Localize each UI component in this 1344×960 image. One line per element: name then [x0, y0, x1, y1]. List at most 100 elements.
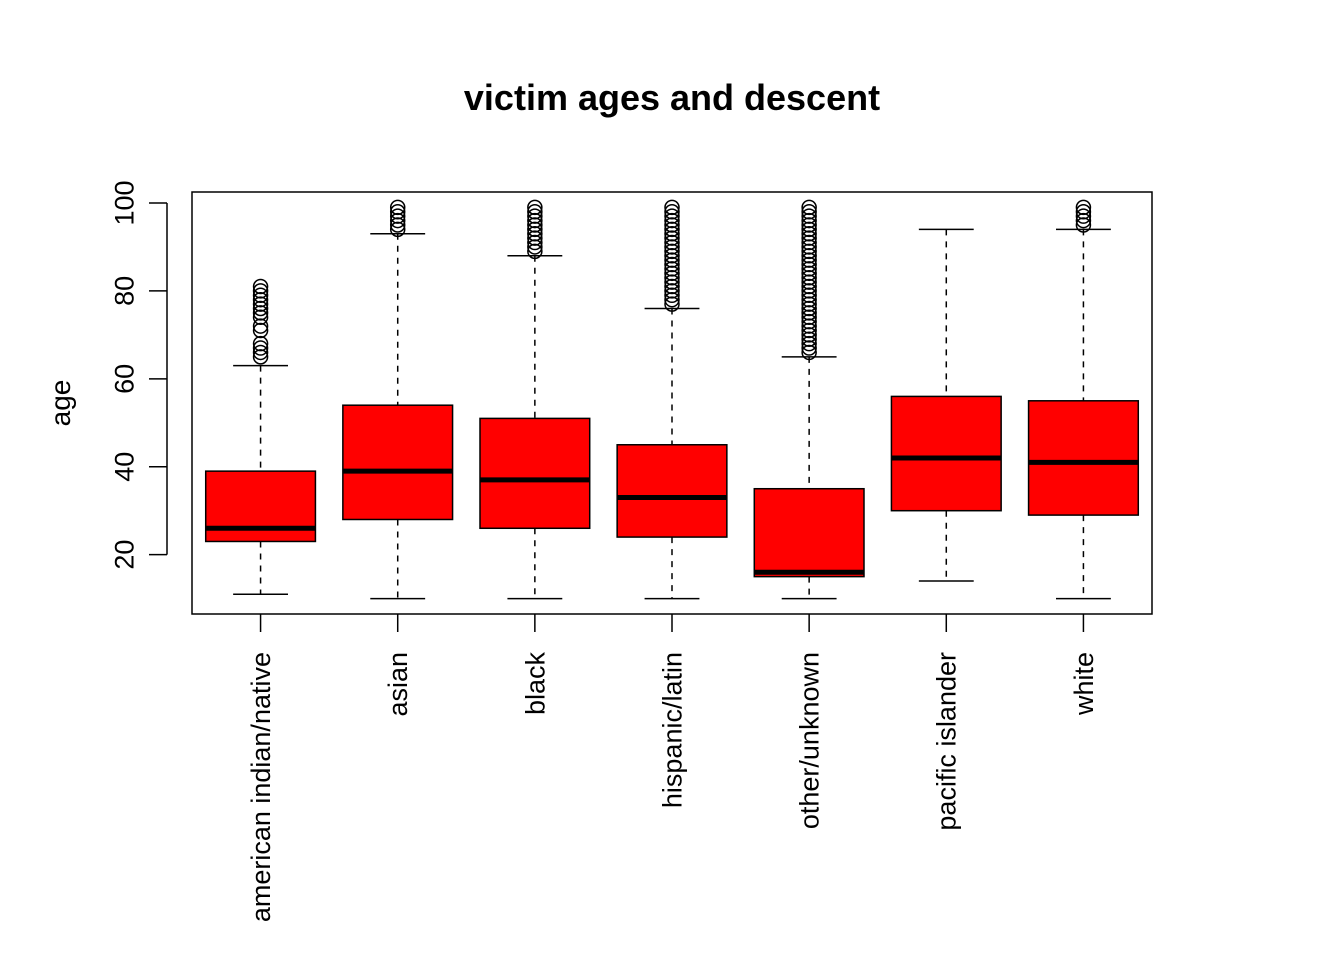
y-tick-label: 100 — [109, 180, 139, 225]
y-tick-label: 60 — [109, 364, 139, 394]
outlier-point — [527, 217, 543, 233]
outlier-point — [664, 221, 680, 238]
outlier-point — [801, 327, 817, 343]
outlier-point — [664, 256, 680, 273]
x-tick-label: white — [1069, 652, 1099, 716]
outlier-point — [801, 226, 817, 242]
x-tick-label: hispanic/latin — [657, 652, 687, 808]
outlier-point — [527, 221, 543, 238]
outlier-point — [801, 344, 817, 361]
outlier-point — [252, 344, 269, 361]
outlier-point — [389, 208, 406, 224]
outlier-point — [664, 269, 680, 286]
box-group — [479, 199, 591, 600]
outlier-point — [1075, 199, 1092, 216]
box-body — [753, 487, 865, 578]
outlier-point — [801, 300, 817, 317]
outlier-point — [1075, 217, 1092, 233]
outlier-point — [664, 296, 680, 312]
box-group — [616, 199, 728, 600]
outlier-point — [252, 305, 269, 321]
outlier-point — [389, 217, 406, 233]
x-tick-label: pacific islander — [932, 652, 962, 831]
boxes-layer — [204, 199, 1140, 600]
outlier-point — [1075, 212, 1092, 229]
outlier-point — [801, 291, 817, 308]
box-body — [204, 470, 317, 543]
outlier-point — [801, 335, 817, 352]
outlier-point — [801, 247, 817, 264]
outlier-point — [664, 261, 680, 277]
outlier-point — [252, 278, 269, 295]
outlier-point — [389, 221, 406, 238]
outlier-point — [664, 230, 680, 246]
y-axis: 20 40 60 80 100 — [109, 180, 168, 570]
outlier-point — [389, 212, 406, 229]
outlier-point — [801, 274, 817, 290]
outlier-point — [252, 296, 269, 312]
y-tick-label: 80 — [109, 276, 139, 306]
outlier-point — [801, 287, 817, 304]
outlier-point — [527, 234, 543, 251]
outlier-point — [801, 212, 817, 229]
outlier-point — [664, 252, 680, 268]
outlier-point — [527, 230, 543, 246]
box-group — [1027, 199, 1140, 600]
outlier-point — [252, 340, 269, 356]
outlier-point — [527, 226, 543, 242]
outlier-point — [801, 221, 817, 238]
outlier-point — [252, 309, 269, 326]
outlier-point — [801, 261, 817, 277]
outlier-point — [664, 283, 680, 299]
outlier-point — [252, 349, 269, 365]
outlier-point — [664, 291, 680, 308]
x-tick-label: asian — [383, 652, 413, 717]
outlier-point — [664, 265, 680, 282]
outlier-point — [801, 313, 817, 330]
outlier-point — [801, 331, 817, 348]
outlier-point — [801, 256, 817, 273]
outlier-point — [527, 208, 543, 224]
outlier-point — [527, 199, 543, 216]
outlier-point — [527, 243, 543, 260]
y-axis-label: age — [45, 380, 76, 427]
outlier-point — [664, 239, 680, 255]
box-body — [890, 395, 1002, 512]
box-group — [342, 199, 454, 600]
plot-frame — [191, 191, 1153, 615]
x-tick-label: american indian/native — [246, 652, 276, 922]
outlier-point — [801, 305, 817, 321]
outlier-point — [527, 204, 543, 220]
outlier-point — [664, 247, 680, 264]
outlier-point — [801, 322, 817, 339]
box-group — [753, 199, 865, 600]
outlier-point — [252, 335, 269, 352]
outlier-point — [801, 243, 817, 260]
outlier-point — [664, 199, 680, 216]
outlier-point — [252, 283, 269, 299]
outlier-point — [801, 283, 817, 299]
outlier-point — [801, 230, 817, 246]
outlier-point — [801, 252, 817, 268]
outlier-point — [527, 212, 543, 229]
outlier-point — [664, 274, 680, 290]
box-body — [616, 444, 728, 538]
x-tick-label: black — [520, 652, 550, 716]
outlier-point — [527, 239, 543, 255]
outlier-point — [801, 204, 817, 220]
outlier-point — [801, 199, 817, 216]
outlier-point — [664, 208, 680, 224]
outlier-point — [1075, 204, 1092, 220]
outlier-point — [664, 287, 680, 304]
outlier-point — [801, 234, 817, 251]
outlier-point — [1075, 208, 1092, 224]
outlier-point — [664, 217, 680, 233]
outlier-point — [801, 265, 817, 282]
outlier-point — [664, 234, 680, 251]
chart-title: victim ages and descent — [464, 77, 880, 118]
y-tick-label: 40 — [109, 452, 139, 482]
outlier-point — [664, 278, 680, 295]
outlier-point — [801, 217, 817, 233]
outlier-point — [252, 318, 269, 334]
